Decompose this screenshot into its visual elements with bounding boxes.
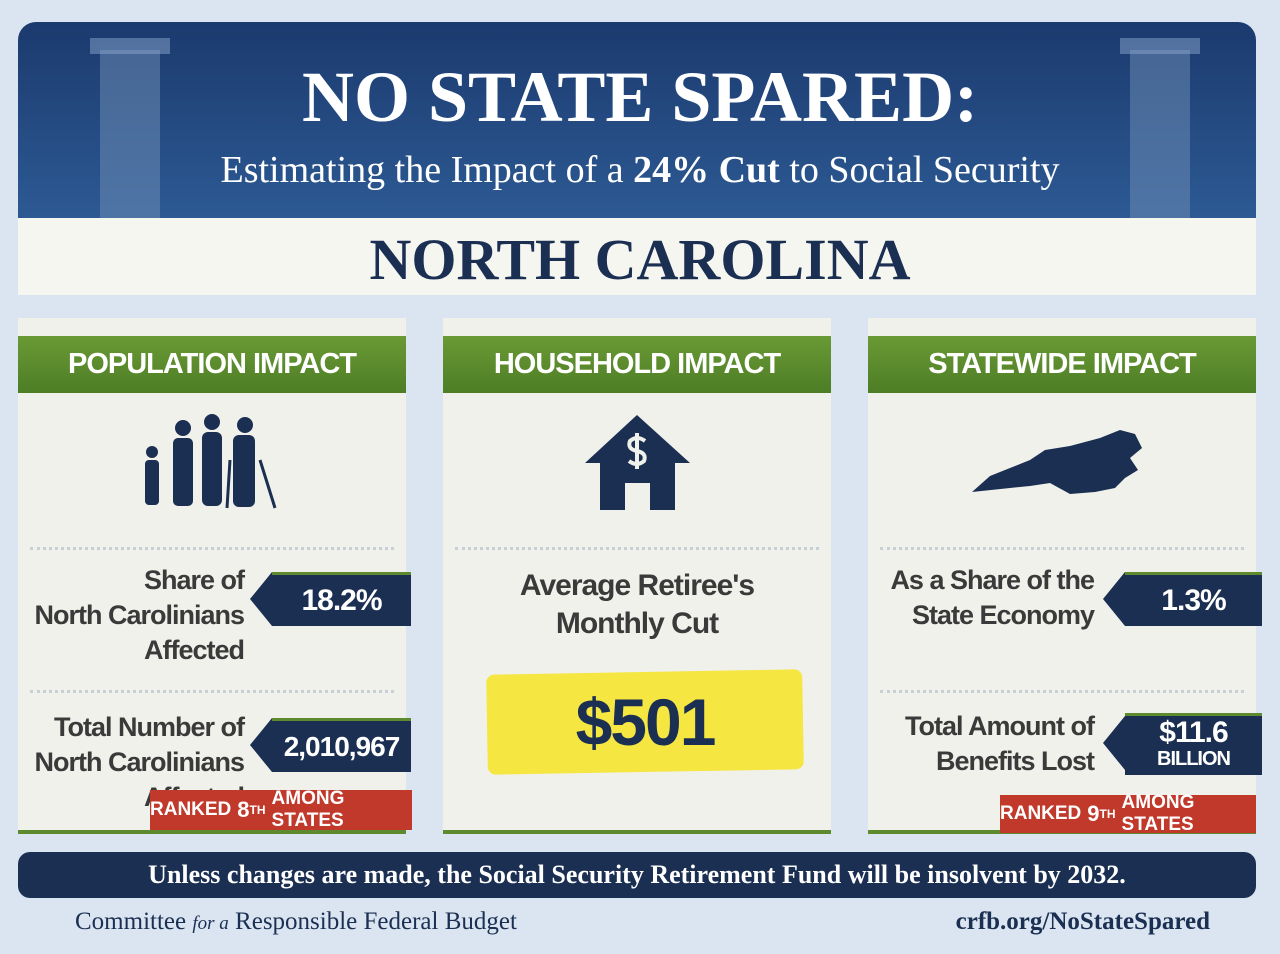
stat-label: Total Amount of Benefits Lost <box>870 709 1095 779</box>
people-icon <box>145 414 277 509</box>
footer-note: Unless changes are made, the Social Secu… <box>18 852 1256 898</box>
divider <box>30 690 394 693</box>
stat-value-box: $11.6 BILLION <box>1125 713 1262 775</box>
stat-unit: BILLION <box>1157 747 1231 770</box>
subtitle-text: Estimating the Impact of a <box>220 149 624 191</box>
label-line: Benefits Lost <box>935 746 1095 776</box>
column-right <box>1120 38 1200 220</box>
rank-suffix: TH <box>249 803 266 817</box>
state-name: NORTH CAROLINA <box>369 227 911 292</box>
label-line: Average Retiree's <box>519 569 755 602</box>
org-text: Responsible Federal Budget <box>235 908 517 935</box>
label-line: North Carolinians <box>34 747 245 777</box>
stat-label: Share of North Carolinians Affected <box>20 563 245 668</box>
label-line: Share of <box>143 565 245 595</box>
label-line: Monthly Cut <box>555 607 719 640</box>
header-background <box>18 22 1256 222</box>
divider <box>880 690 1244 693</box>
label-line: State Economy <box>911 600 1095 630</box>
subtitle-text: to Social Security <box>789 149 1060 191</box>
divider <box>455 547 819 550</box>
panel-heading: HOUSEHOLD IMPACT <box>443 336 831 393</box>
state-map-icon <box>972 430 1142 494</box>
label-line: Total Number of <box>54 712 245 742</box>
stat-value: $501 <box>575 685 717 759</box>
rank-text: AMONG STATES <box>271 788 345 831</box>
value-arrow <box>250 572 272 626</box>
divider <box>880 547 1244 550</box>
rank-number: 8 <box>237 797 250 822</box>
stat-value: 2,010,967 <box>272 718 411 772</box>
stat-value: $11.6 <box>1159 715 1228 749</box>
rank-ribbon: RANKED 9 TH AMONG STATES <box>1000 792 1256 835</box>
rank-text: AMONG STATES <box>1121 792 1195 835</box>
org-text: Committee <box>75 908 187 935</box>
panel-heading: STATEWIDE IMPACT <box>868 336 1256 393</box>
house-icon <box>585 415 690 510</box>
panel-heading: POPULATION IMPACT <box>18 336 406 393</box>
rank-text: RANKED <box>150 799 232 820</box>
divider <box>30 547 394 550</box>
rank-ribbon: RANKED 8 TH AMONG STATES <box>150 788 412 831</box>
stat-label: As a Share of the State Economy <box>870 563 1095 633</box>
label-line: North Carolinians <box>34 600 245 630</box>
subtitle-highlight: 24% Cut <box>633 149 780 191</box>
organization: Committee for a Responsible Federal Budg… <box>75 908 517 936</box>
stat-label: Average Retiree's Monthly Cut <box>443 567 831 643</box>
title: NO STATE SPARED: <box>301 57 979 137</box>
rank-suffix: TH <box>1099 807 1116 821</box>
stat-value: 1.3% <box>1125 572 1262 626</box>
stat-value: 18.2% <box>272 572 411 626</box>
rank-text: RANKED <box>1000 803 1082 824</box>
subtitle: Estimating the Impact of a 24% Cut to So… <box>0 148 1280 192</box>
rank-number: 9 <box>1087 801 1100 826</box>
org-text: for a <box>192 913 229 934</box>
value-arrow <box>250 718 272 772</box>
value-arrow <box>1103 716 1125 770</box>
label-line: As a Share of the <box>890 565 1095 595</box>
label-line: Total Amount of <box>905 711 1095 741</box>
state-band <box>18 218 1256 295</box>
footer-url[interactable]: crfb.org/NoStateSpared <box>955 908 1210 935</box>
value-arrow <box>1103 572 1125 626</box>
label-line: Affected <box>143 635 245 665</box>
column-left <box>90 38 170 220</box>
